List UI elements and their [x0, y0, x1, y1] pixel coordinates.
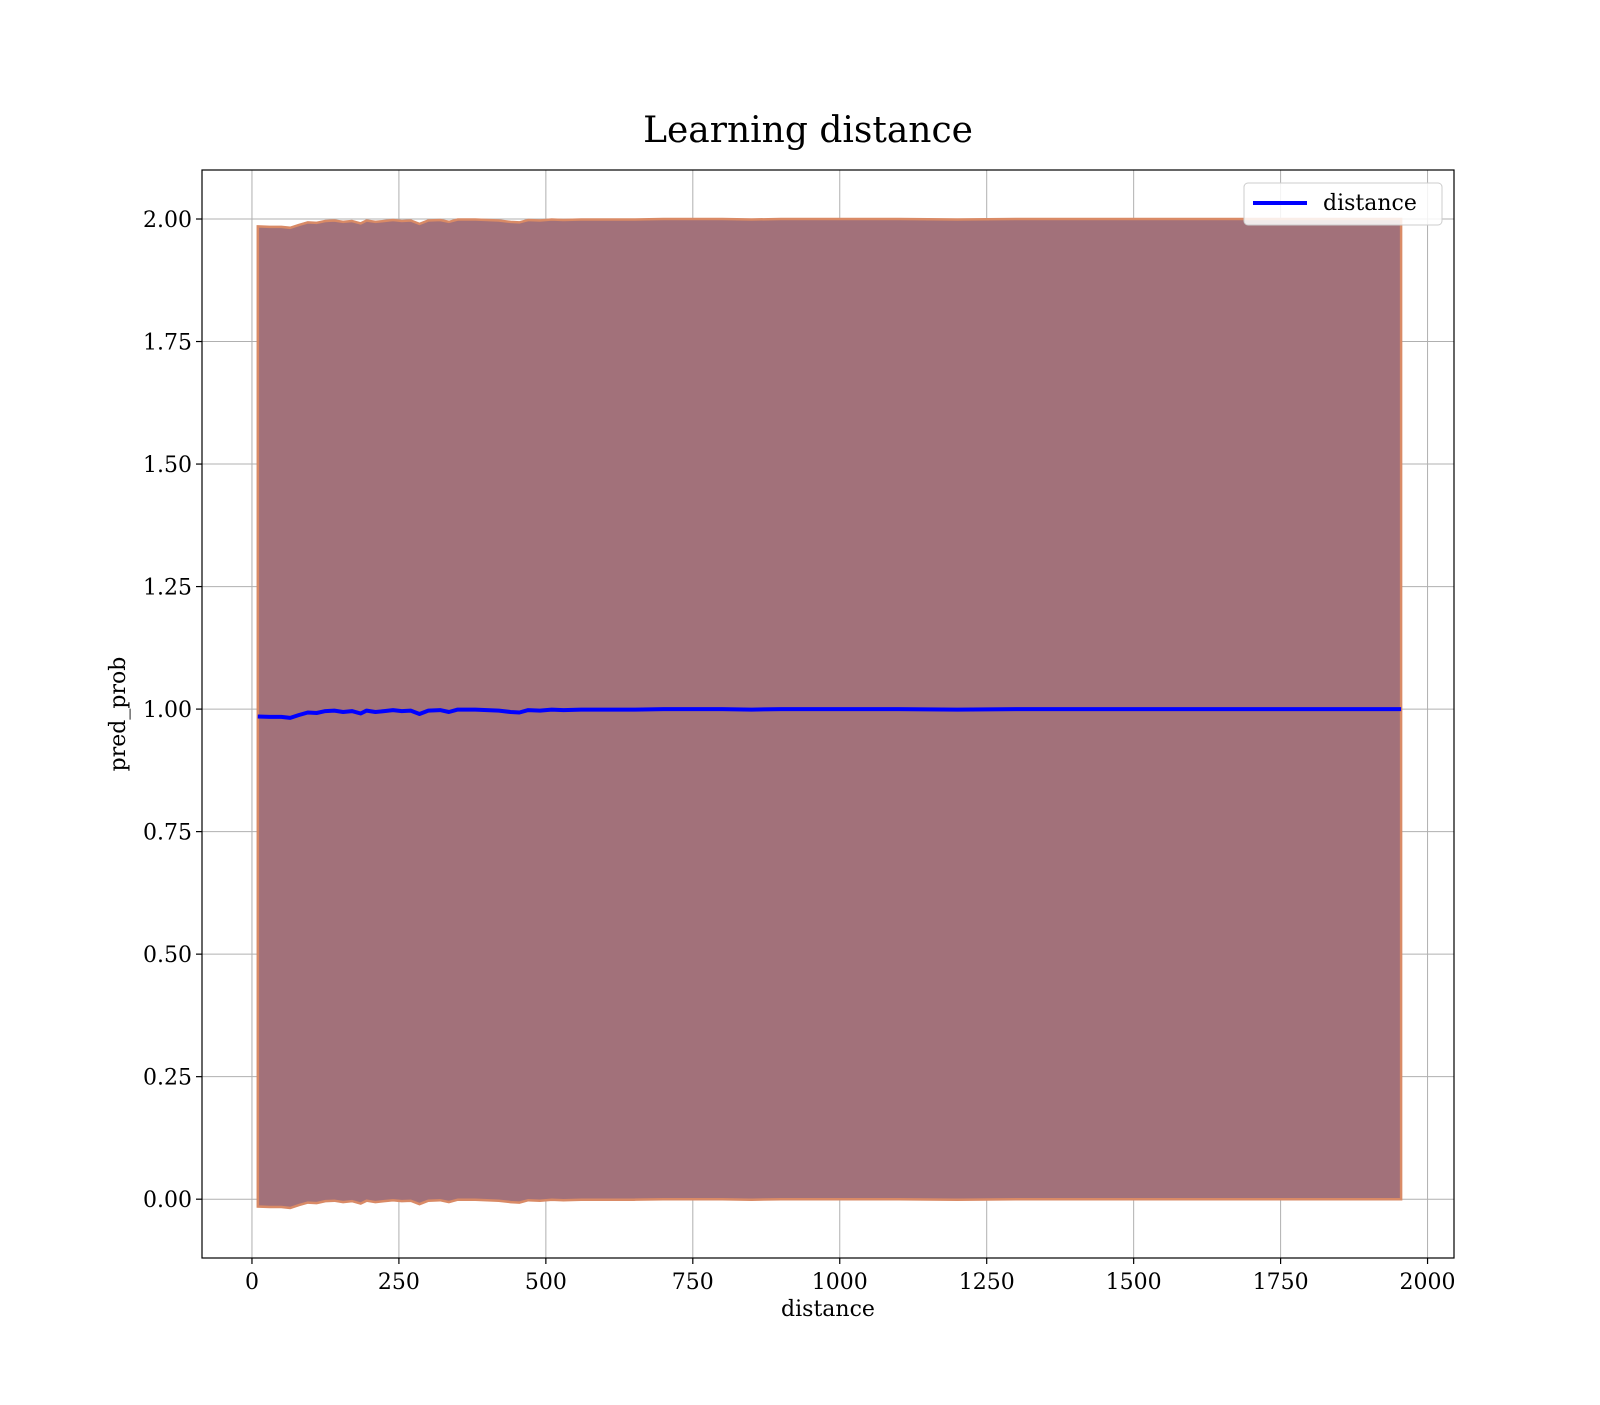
y-tick-label: 2.00 — [143, 208, 192, 233]
x-tick-label: 1750 — [1253, 1270, 1309, 1295]
legend-entry-distance: distance — [1323, 191, 1417, 216]
y-tick-label: 1.50 — [143, 453, 192, 478]
y-tick-label: 0.75 — [143, 821, 192, 846]
x-axis-ticks: 0 250 500 750 1000 1250 1500 1750 2000 — [245, 1258, 1456, 1295]
chart-title: Learning distance — [643, 110, 973, 151]
x-tick-label: 250 — [378, 1270, 420, 1295]
legend-box — [1243, 182, 1443, 226]
series-lines — [257, 707, 1402, 720]
x-tick-label: 1250 — [959, 1270, 1015, 1295]
x-tick-label: 1500 — [1106, 1270, 1162, 1295]
legend: distance — [1243, 182, 1443, 226]
y-tick-label: 1.25 — [143, 576, 192, 601]
y-tick-label: 1.75 — [143, 331, 192, 356]
y-tick-label: 0.25 — [143, 1066, 192, 1091]
y-tick-label: 0.00 — [143, 1188, 192, 1213]
x-tick-label: 500 — [525, 1270, 567, 1295]
x-axis-label: distance — [781, 1297, 875, 1322]
x-tick-label: 750 — [672, 1270, 714, 1295]
x-tick-label: 0 — [245, 1270, 259, 1295]
confidence-band — [256, 217, 1403, 1210]
x-tick-label: 1000 — [812, 1270, 868, 1295]
confidence-band-area — [256, 217, 1403, 1210]
y-tick-label: 0.50 — [143, 943, 192, 968]
plot-frame — [201, 169, 1455, 1259]
y-tick-label: 1.00 — [143, 698, 192, 723]
y-axis-label: pred_prob — [106, 657, 131, 772]
x-tick-label: 2000 — [1400, 1270, 1456, 1295]
series-line-distance — [257, 707, 1402, 720]
y-axis-ticks: 0.00 0.25 0.50 0.75 1.00 1.25 1.50 1.75 2.00 — [143, 208, 202, 1213]
